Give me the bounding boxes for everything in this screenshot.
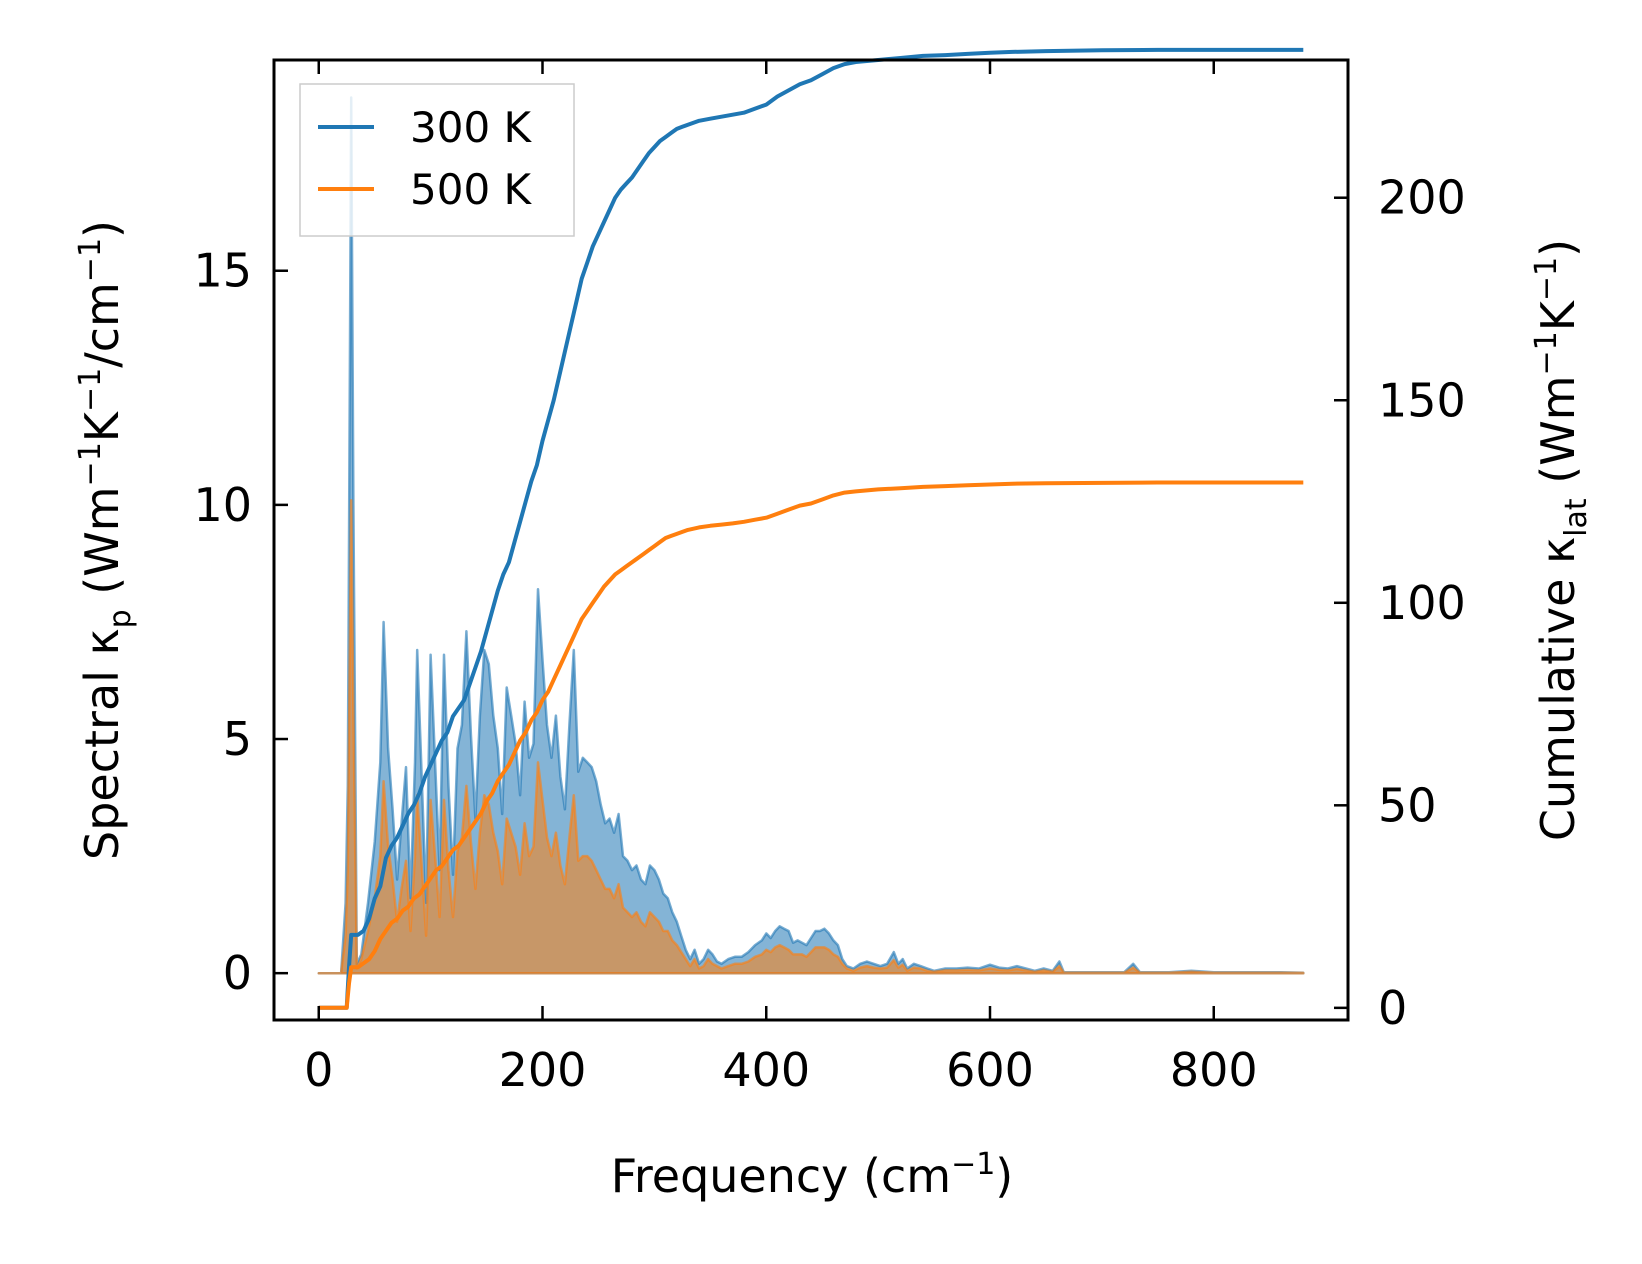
- y-left-tick-label: 10: [193, 478, 252, 532]
- spectral-area-500k: [317, 498, 1305, 975]
- y-right-tick-label: 200: [1378, 171, 1466, 225]
- legend: 300 K 500 K: [299, 83, 575, 237]
- legend-label-300k: 300 K: [410, 103, 533, 152]
- y-axis-left-label: Spectral κp (Wm−1K−1/cm−1): [73, 220, 138, 860]
- y-right-tick-label: 0: [1378, 981, 1407, 1035]
- y-left-tick-label: 5: [223, 712, 252, 766]
- series-lines: [318, 47, 1304, 1010]
- y-left-tick-label: 0: [223, 946, 252, 1000]
- x-axis-label: Frequency (cm−1): [611, 1147, 1014, 1203]
- x-tick-label: 400: [722, 1043, 810, 1097]
- x-tick-label: 200: [499, 1043, 587, 1097]
- y-axis-right-label: Cumulative κlat (Wm−1K−1): [1529, 239, 1594, 841]
- legend-box: [299, 83, 575, 237]
- y-right-tick-label: 150: [1378, 373, 1466, 427]
- cumulative-line-500k: [318, 480, 1304, 1010]
- y-right-tick-label: 50: [1378, 778, 1437, 832]
- x-tick-label: 0: [304, 1043, 333, 1097]
- spectral-fills: [317, 96, 1305, 975]
- y-left-tick-label: 15: [193, 244, 252, 298]
- legend-label-500k: 500 K: [410, 165, 533, 214]
- x-tick-label: 600: [946, 1043, 1034, 1097]
- y-right-tick-label: 100: [1378, 576, 1466, 630]
- x-tick-label: 800: [1170, 1043, 1258, 1097]
- plot-frame: [272, 58, 1350, 1022]
- cumulative-line-300k: [318, 47, 1304, 1010]
